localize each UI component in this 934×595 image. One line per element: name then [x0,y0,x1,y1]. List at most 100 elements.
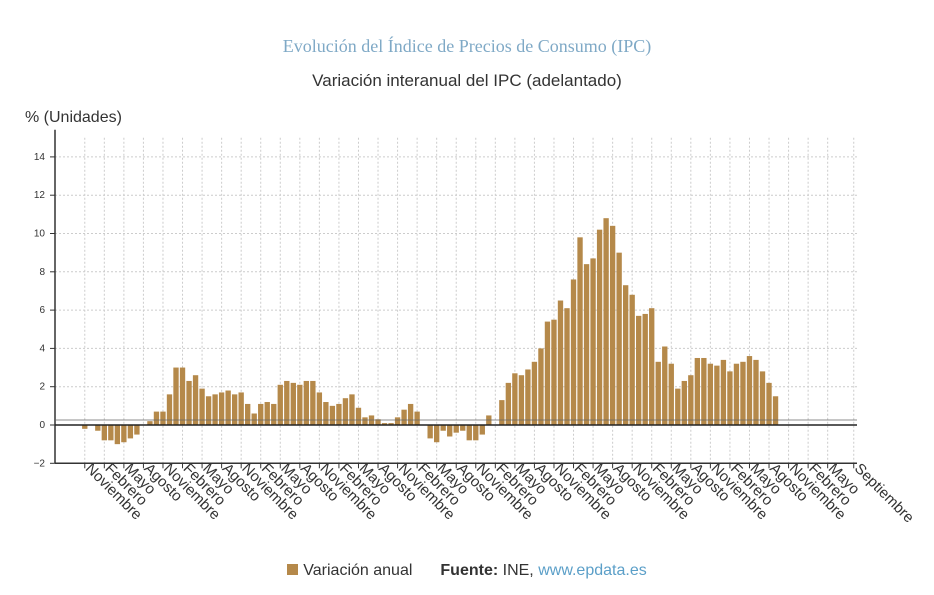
bar [616,252,622,425]
bar [577,237,583,425]
bar [205,396,212,425]
bar [179,367,186,425]
bar [310,380,316,425]
bar [401,409,407,425]
bar [186,380,192,425]
source-link[interactable]: www.epdata.es [538,562,647,579]
bar [596,229,603,425]
bar [707,363,714,425]
bar [199,388,205,425]
bar [388,423,394,425]
bar [394,417,401,425]
bar [271,403,277,426]
bar [218,392,225,425]
bar [460,425,466,431]
y-tick-label: 2 [39,382,45,393]
bar [166,394,173,425]
bar [720,359,727,425]
bar [349,394,355,425]
bar [551,319,557,425]
legend-series-label: Variación anual [303,562,413,579]
legend-swatch [287,564,299,575]
bar [173,367,179,425]
bar [440,425,446,431]
y-tick-label: 12 [34,190,46,201]
bar [297,384,303,425]
bar [225,390,231,425]
bar [290,382,296,425]
bar [342,398,349,425]
bar [518,375,525,425]
bar [303,380,310,425]
bar [238,392,244,425]
x-tick-label: Septiembre [851,460,917,526]
bar [740,361,746,425]
bar [609,225,616,425]
bar [258,403,264,426]
bar [427,425,433,439]
bar [264,402,270,425]
bar [499,400,505,425]
axis-layer [50,129,857,469]
bar [362,417,368,425]
bar [355,407,362,425]
legend: Variación anual Fuente: INE, www.epdata.e… [0,562,934,580]
y-tick-label: 0 [39,420,45,431]
bar [127,425,134,439]
bar [733,363,740,425]
bar [505,382,512,425]
bar [636,315,642,426]
bar [694,357,701,425]
bar [134,425,140,435]
bar [329,405,336,425]
bar [375,419,381,425]
bar [473,425,479,441]
bar [316,392,323,425]
bar [212,394,218,425]
y-axis-unit-label: % (Unidades) [25,109,122,126]
bar [727,371,733,425]
bar [642,313,648,425]
bar [192,375,199,425]
bar [323,402,329,425]
bar [538,348,544,425]
bar [160,411,166,425]
bar [668,363,674,425]
y-tick-label: 8 [39,267,45,278]
bar [746,356,753,425]
bar [114,425,121,445]
bar [681,380,687,425]
bar [95,425,101,431]
bar [101,425,107,441]
bar [434,425,440,443]
bar [544,321,551,425]
chart-subtitle: Variación interanual del IPC (adelantado… [312,71,622,90]
bar [655,361,661,425]
bar [407,403,414,426]
chart-title: Evolución del Índice de Precios de Consu… [282,36,652,56]
bar [231,394,238,425]
bar [108,425,114,441]
bar [336,403,342,426]
bars-layer [82,218,779,445]
bar [629,294,635,425]
bar [525,369,531,425]
y-tick-label: −2 [34,458,46,469]
bar [277,384,283,425]
bar [381,423,388,425]
y-tick-label: 14 [34,152,46,163]
bar [662,346,668,425]
bar [714,365,720,425]
bar [284,380,290,425]
y-tick-label: 10 [34,229,46,240]
bar [649,308,655,425]
bar [570,279,577,425]
source-value: INE, [502,562,534,579]
y-tick-label: 4 [39,343,45,354]
bar [557,300,564,425]
bar [766,382,772,425]
bar [479,425,485,435]
bar [447,425,453,437]
bar [414,411,420,425]
bar [564,308,570,425]
